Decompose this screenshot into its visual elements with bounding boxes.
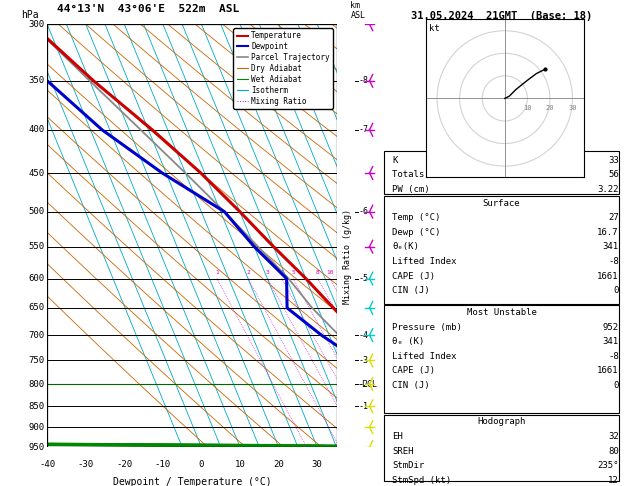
Text: Dewp (°C): Dewp (°C) [392,228,440,237]
Text: 3: 3 [265,270,269,275]
Text: 700: 700 [28,330,44,340]
Text: Surface: Surface [483,199,520,208]
Text: CAPE (J): CAPE (J) [392,366,435,375]
Text: 450: 450 [28,169,44,177]
Text: 32: 32 [608,432,619,441]
Text: Mixing Ratio (g/kg): Mixing Ratio (g/kg) [343,209,352,304]
Text: K: K [392,156,398,165]
Text: km
ASL: km ASL [350,0,365,20]
Text: Temp (°C): Temp (°C) [392,213,440,222]
Text: StmDir: StmDir [392,461,425,470]
Text: 10: 10 [326,270,333,275]
Text: Dewpoint / Temperature (°C): Dewpoint / Temperature (°C) [113,477,271,486]
Text: 1661: 1661 [598,272,619,280]
Text: 1: 1 [215,270,219,275]
Text: 10: 10 [523,104,532,111]
Text: 44°13'N  43°06'E  522m  ASL: 44°13'N 43°06'E 522m ASL [57,4,240,14]
Text: 235°: 235° [598,461,619,470]
Text: 341: 341 [603,243,619,251]
Text: 952: 952 [603,323,619,331]
Text: Lifted Index: Lifted Index [392,257,457,266]
Text: 0: 0 [199,460,204,469]
Text: 27: 27 [608,213,619,222]
Text: -8: -8 [608,257,619,266]
Bar [384,196,619,304]
Text: 10: 10 [235,460,245,469]
Text: 400: 400 [28,125,44,134]
Text: Lifted Index: Lifted Index [392,352,457,361]
Text: 950: 950 [28,443,44,451]
Text: 8: 8 [316,270,320,275]
Text: 30: 30 [312,460,323,469]
Bar [384,305,619,413]
Text: -1: -1 [359,402,369,411]
Text: -5: -5 [359,274,369,283]
Text: -4: -4 [359,330,369,340]
Text: Totals Totals: Totals Totals [392,171,462,179]
Text: 1661: 1661 [598,366,619,375]
Text: θₑ(K): θₑ(K) [392,243,419,251]
Text: -10: -10 [155,460,171,469]
Text: CIN (J): CIN (J) [392,381,430,390]
Text: StmSpd (kt): StmSpd (kt) [392,476,451,485]
Text: -7: -7 [359,125,369,134]
Text: 5: 5 [291,270,295,275]
Text: -20: -20 [116,460,132,469]
Text: 300: 300 [28,20,44,29]
Text: Most Unstable: Most Unstable [467,308,537,317]
Text: -LCL: -LCL [358,380,378,389]
Text: 30: 30 [568,104,577,111]
Text: SREH: SREH [392,447,414,455]
Text: CAPE (J): CAPE (J) [392,272,435,280]
Text: 500: 500 [28,207,44,216]
Text: 800: 800 [28,380,44,389]
Text: CIN (J): CIN (J) [392,286,430,295]
Text: θₑ (K): θₑ (K) [392,337,425,346]
Text: 12: 12 [608,476,619,485]
Text: 0: 0 [613,286,619,295]
Text: 0: 0 [613,381,619,390]
Text: 80: 80 [608,447,619,455]
Text: 650: 650 [28,303,44,312]
Text: 2: 2 [247,270,250,275]
Text: -40: -40 [39,460,55,469]
Text: 4: 4 [280,270,284,275]
Text: -30: -30 [78,460,94,469]
Text: -6: -6 [359,207,369,216]
Text: 31.05.2024  21GMT  (Base: 18): 31.05.2024 21GMT (Base: 18) [411,11,593,21]
Text: 550: 550 [28,242,44,251]
Text: 750: 750 [28,356,44,365]
Text: Pressure (mb): Pressure (mb) [392,323,462,331]
Text: kt: kt [429,24,440,33]
Text: -2: -2 [359,380,369,389]
Text: -3: -3 [359,356,369,365]
Text: 33: 33 [608,156,619,165]
Text: 350: 350 [28,76,44,86]
Text: 16.7: 16.7 [598,228,619,237]
Text: -8: -8 [359,76,369,86]
Text: 3.22: 3.22 [598,185,619,194]
Text: 341: 341 [603,337,619,346]
Text: 20: 20 [545,104,554,111]
Text: Hodograph: Hodograph [477,417,526,426]
Text: 56: 56 [608,171,619,179]
Text: 850: 850 [28,402,44,411]
Legend: Temperature, Dewpoint, Parcel Trajectory, Dry Adiabat, Wet Adiabat, Isotherm, Mi: Temperature, Dewpoint, Parcel Trajectory… [233,28,333,109]
Text: 600: 600 [28,274,44,283]
Text: EH: EH [392,432,403,441]
Bar [384,151,619,194]
Text: PW (cm): PW (cm) [392,185,430,194]
Text: 20: 20 [273,460,284,469]
Bar [384,415,619,481]
Text: -8: -8 [608,352,619,361]
Text: 900: 900 [28,423,44,432]
Text: hPa: hPa [21,10,38,20]
